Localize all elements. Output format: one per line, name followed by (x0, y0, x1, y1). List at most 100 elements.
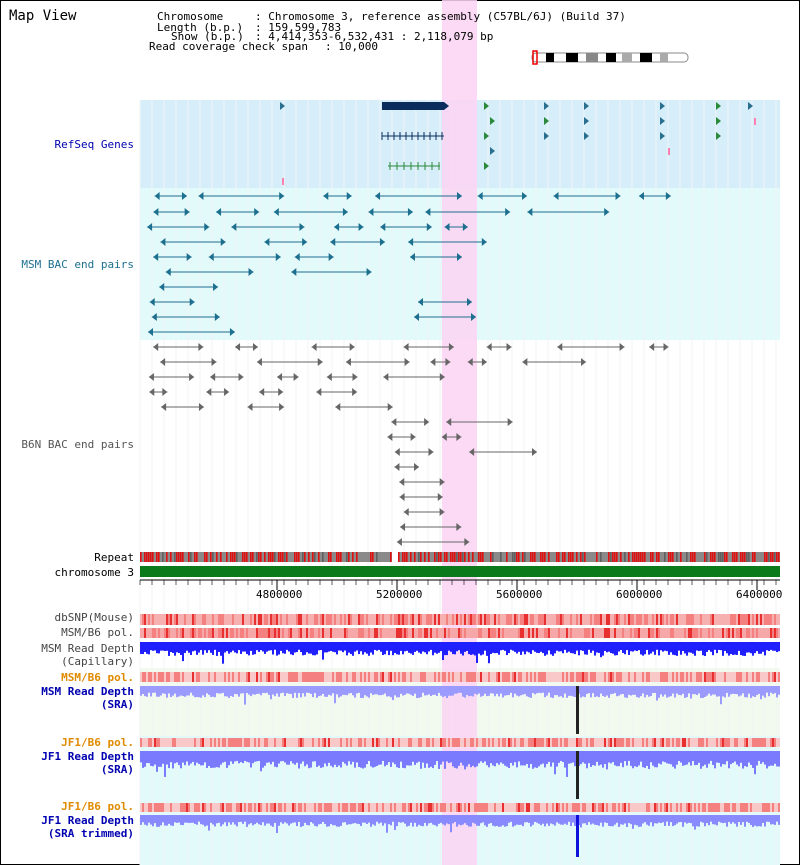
repeat-block (212, 552, 214, 562)
depth-bar (350, 642, 352, 655)
heat-cell (580, 672, 582, 682)
heat-cell (604, 628, 606, 638)
b6n-bac-features[interactable] (148, 343, 669, 546)
heat-cell (758, 672, 760, 682)
depth-bar (398, 642, 400, 655)
depth-bar (576, 642, 578, 651)
depth-bar (266, 751, 268, 763)
depth-bar (580, 686, 582, 698)
heat-cell (156, 628, 158, 638)
depth-bar (350, 815, 352, 825)
heat-cell (494, 628, 496, 638)
heat-cell (660, 738, 662, 747)
heat-cell (550, 614, 552, 625)
depth-bar (150, 815, 152, 825)
heat-cell (166, 628, 168, 638)
depth-bar (618, 686, 620, 696)
depth-bar (778, 642, 780, 652)
heat-cell (652, 738, 654, 747)
depth-bar (620, 815, 622, 825)
chromosome-ideogram[interactable] (531, 50, 689, 65)
depth-bar (448, 815, 450, 825)
heat-cell (652, 614, 654, 625)
repeat-block (356, 552, 358, 562)
heat-cell (166, 614, 168, 625)
depth-bar (436, 751, 438, 762)
depth-bar (776, 751, 778, 767)
heat-cell (354, 628, 356, 638)
heat-cell (370, 803, 372, 812)
depth-bar (500, 642, 502, 651)
depth-tracks[interactable] (140, 642, 780, 857)
heat-cell (238, 628, 240, 638)
heat-cell (202, 803, 204, 812)
repeat-block (612, 552, 614, 562)
selection-highlight[interactable] (442, 0, 477, 865)
heat-cell (708, 803, 710, 812)
heat-cell (514, 738, 516, 747)
heat-cell (302, 628, 304, 638)
msm-bac-pair-end (457, 253, 462, 261)
depth-bar (206, 686, 208, 694)
depth-bar (352, 815, 354, 824)
msm-bac-pair-end (604, 208, 610, 216)
depth-bar (716, 751, 718, 763)
heat-cell (324, 803, 326, 812)
heat-cell (524, 803, 526, 812)
msm-bac-pair-end (254, 208, 260, 216)
repeat-track[interactable] (140, 552, 780, 562)
depth-bar (644, 642, 646, 655)
depth-bar (540, 686, 542, 694)
heat-cell (416, 738, 418, 747)
repeat-block (440, 552, 442, 562)
heat-cell (586, 738, 588, 747)
depth-bar (166, 642, 168, 651)
depth-bar (736, 686, 738, 695)
heat-cell (470, 803, 472, 812)
depth-bar (188, 642, 190, 653)
heat-cell (744, 672, 746, 682)
heat-cell (190, 628, 192, 638)
heat-cell (766, 614, 768, 625)
heat-cell (432, 803, 434, 812)
heat-cell (646, 803, 648, 812)
depth-bar (274, 751, 276, 767)
repeat-block (236, 552, 238, 562)
heat-cell (188, 628, 190, 638)
repeat-block (256, 552, 258, 562)
heat-cell (332, 614, 334, 625)
heat-cell (432, 672, 434, 682)
depth-bar (340, 751, 342, 768)
msm-bac-features[interactable] (147, 192, 671, 336)
heat-cell (312, 803, 314, 812)
heat-cell (318, 738, 320, 747)
heat-cell (198, 803, 200, 812)
depth-bar (560, 642, 562, 652)
heatmap-tracks[interactable] (140, 614, 780, 812)
depth-bar (420, 642, 422, 654)
depth-bar (374, 815, 376, 826)
heat-cell (740, 614, 742, 625)
repeat-block (438, 552, 440, 562)
depth-bar (438, 642, 440, 653)
heat-cell (738, 803, 740, 812)
heat-cell (312, 614, 314, 625)
repeat-block (264, 552, 266, 562)
refseq-features[interactable] (280, 102, 756, 185)
depth-bar (358, 751, 360, 768)
heat-cell (266, 614, 268, 625)
heat-cell (426, 738, 428, 747)
heat-cell (278, 738, 280, 747)
heat-cell (438, 738, 440, 747)
heat-cell (626, 614, 628, 625)
heat-cell (356, 628, 358, 638)
depth-bar (532, 642, 534, 651)
heat-cell (604, 803, 606, 812)
chromosome-bar[interactable] (140, 566, 780, 577)
heat-cell (694, 803, 696, 812)
heat-cell (500, 738, 502, 747)
heat-cell (228, 803, 230, 812)
depth-bar (494, 815, 496, 827)
heat-cell (238, 672, 240, 682)
